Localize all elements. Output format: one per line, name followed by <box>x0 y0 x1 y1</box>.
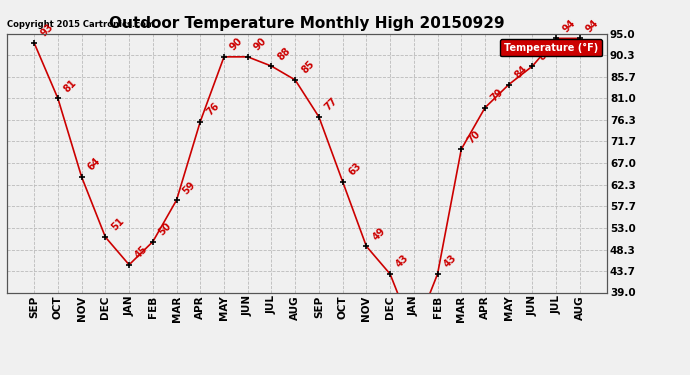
Title: Outdoor Temperature Monthly High 20150929: Outdoor Temperature Monthly High 2015092… <box>109 16 505 31</box>
Text: 43: 43 <box>442 253 458 270</box>
Text: 88: 88 <box>537 45 553 62</box>
Text: 77: 77 <box>323 96 339 113</box>
Text: 90: 90 <box>252 36 268 52</box>
Text: 84: 84 <box>513 64 530 80</box>
Text: Copyright 2015 Cartronics.com: Copyright 2015 Cartronics.com <box>7 20 155 28</box>
Text: 51: 51 <box>110 216 126 233</box>
Text: 81: 81 <box>62 78 79 94</box>
Text: 94: 94 <box>584 18 601 34</box>
Text: 90: 90 <box>228 36 245 52</box>
Legend: Temperature (°F): Temperature (°F) <box>500 39 602 57</box>
Text: 50: 50 <box>157 221 174 237</box>
Text: 63: 63 <box>347 161 364 177</box>
Text: 64: 64 <box>86 156 102 173</box>
Text: 88: 88 <box>275 45 293 62</box>
Text: 49: 49 <box>371 225 387 242</box>
Text: 59: 59 <box>181 179 197 196</box>
Text: 70: 70 <box>466 129 482 145</box>
Text: 43: 43 <box>394 253 411 270</box>
Text: 30: 30 <box>0 374 1 375</box>
Text: 85: 85 <box>299 59 316 76</box>
Text: 45: 45 <box>133 244 150 261</box>
Text: 93: 93 <box>39 22 55 39</box>
Text: 79: 79 <box>489 87 506 104</box>
Text: 94: 94 <box>560 18 577 34</box>
Text: 76: 76 <box>204 101 221 117</box>
